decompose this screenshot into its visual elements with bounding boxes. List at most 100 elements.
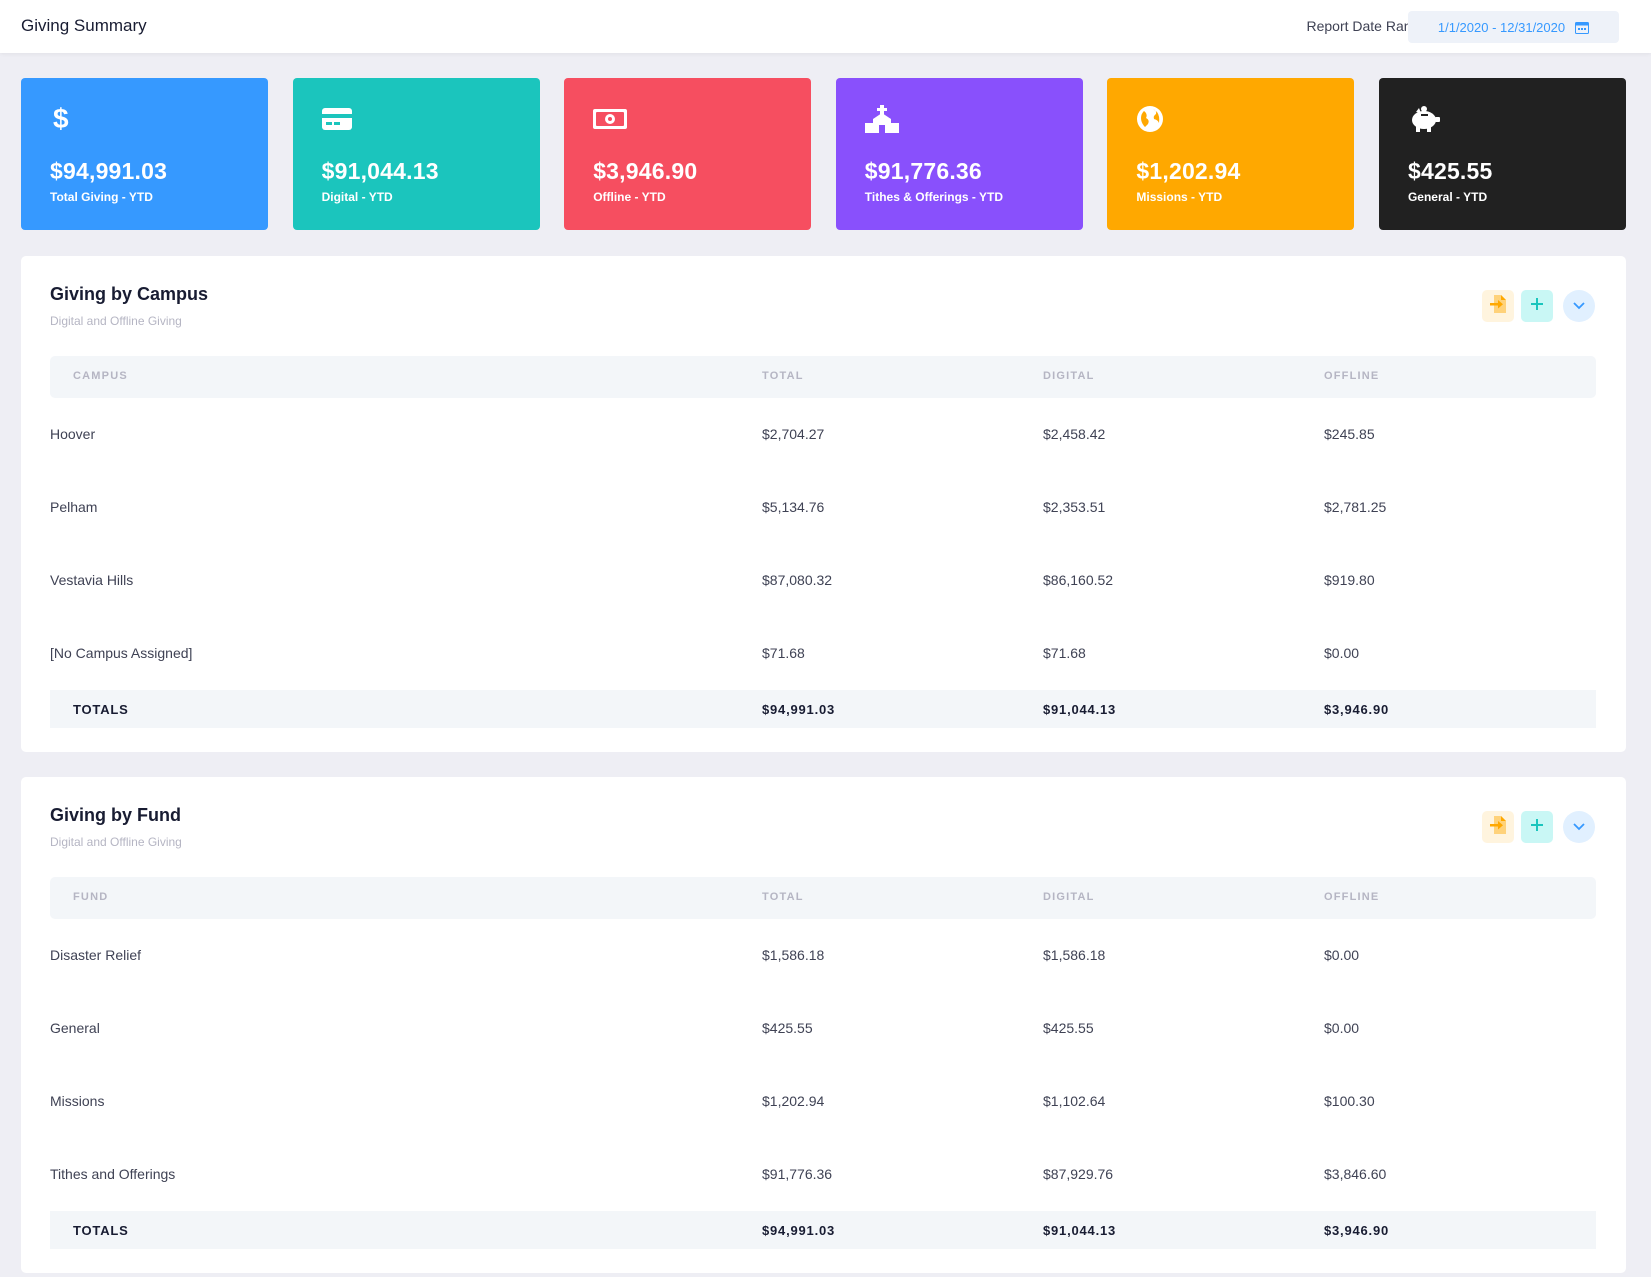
table-row: Hoover $2,704.27 $2,458.42 $245.85 (50, 398, 1596, 471)
table-cell: $87,080.32 (762, 572, 833, 588)
fund-table: FUND TOTAL DIGITAL OFFLINE Disaster Reli… (50, 877, 1596, 1249)
table-cell: Pelham (50, 499, 98, 515)
card-subtitle: Digital and Offline Giving (50, 835, 182, 849)
table-cell: Vestavia Hills (50, 572, 134, 588)
campus-card: Giving by Campus Digital and Offline Giv… (21, 256, 1626, 752)
table-cell: $2,704.27 (762, 426, 825, 442)
stat-value: $3,946.90 (593, 158, 698, 184)
card-actions (1482, 811, 1596, 843)
date-range-picker[interactable]: 1/1/2020 - 12/31/2020 (1408, 11, 1619, 43)
date-range-value: 1/1/2020 - 12/31/2020 (1437, 19, 1566, 35)
table-cell: $2,781.25 (1324, 499, 1387, 515)
top-bar: Giving Summary Report Date Range: 1/1/20… (0, 0, 1651, 53)
column-header[interactable]: OFFLINE (1324, 891, 1380, 903)
column-header[interactable]: CAMPUS (73, 370, 128, 382)
table-cell: $919.80 (1324, 572, 1375, 588)
column-header[interactable]: OFFLINE (1324, 370, 1380, 382)
table-cell: $2,353.51 (1043, 499, 1106, 515)
export-button[interactable] (1482, 290, 1514, 322)
table-cell: $3,846.60 (1324, 1166, 1387, 1182)
stat-value: $91,776.36 (864, 158, 982, 184)
table-cell: $86,160.52 (1043, 572, 1114, 588)
totals-row: TOTALS $94,991.03 $91,044.13 $3,946.90 (50, 690, 1596, 728)
table-row: Disaster Relief $1,586.18 $1,586.18 $0.0… (50, 919, 1596, 992)
globe-icon (1136, 104, 1170, 134)
totals-cell: $94,991.03 (762, 702, 836, 717)
table-cell: Hoover (50, 426, 96, 442)
export-button[interactable] (1482, 811, 1514, 843)
table-cell: $71.68 (762, 645, 805, 661)
table-row: Missions $1,202.94 $1,102.64 $100.30 (50, 1065, 1596, 1138)
stat-label: Missions - YTD (1136, 190, 1223, 204)
table-row: [No Campus Assigned] $71.68 $71.68 $0.00 (50, 617, 1596, 690)
export-icon (1490, 294, 1506, 318)
totals-cell: $3,946.90 (1324, 702, 1390, 717)
dollar-icon: $ (50, 104, 84, 134)
stat-label: General - YTD (1407, 190, 1488, 204)
stat-offline: $3,946.90 Offline - YTD (564, 78, 812, 230)
stat-missions: $1,202.94 Missions - YTD (1107, 78, 1355, 230)
table-cell: General (50, 1020, 100, 1036)
table-cell: $100.30 (1324, 1093, 1375, 1109)
stat-tiles: $ $94,991.03 Total Giving - YTD $91,044.… (21, 78, 1626, 230)
totals-row: TOTALS $94,991.03 $91,044.13 $3,946.90 (50, 1211, 1596, 1249)
stat-value: $91,044.13 (321, 158, 439, 184)
calendar-icon (1575, 21, 1590, 34)
totals-label: TOTALS (73, 702, 129, 717)
table-cell: $2,458.42 (1043, 426, 1106, 442)
column-header[interactable]: DIGITAL (1043, 370, 1095, 382)
column-header[interactable]: DIGITAL (1043, 891, 1095, 903)
table-cell: $1,586.18 (762, 947, 825, 963)
table-cell: Missions (50, 1093, 105, 1109)
stat-total-giving: $ $94,991.03 Total Giving - YTD (21, 78, 268, 230)
church-icon (864, 104, 899, 134)
plus-icon (1531, 297, 1543, 315)
credit-card-icon (321, 104, 356, 134)
piggy-bank-icon (1408, 104, 1442, 134)
table-cell: $0.00 (1324, 947, 1360, 963)
export-icon (1490, 815, 1506, 839)
table-cell: $0.00 (1324, 645, 1360, 661)
card-title: Giving by Fund (50, 805, 181, 825)
plus-icon (1531, 818, 1543, 836)
collapse-button[interactable] (1563, 811, 1595, 843)
table-cell: [No Campus Assigned] (50, 645, 193, 661)
table-cell: $425.55 (762, 1020, 813, 1036)
fund-card: Giving by Fund Digital and Offline Givin… (21, 777, 1626, 1273)
stat-label: Offline - YTD (593, 190, 666, 204)
table-cell: $5,134.76 (762, 499, 825, 515)
table-cell: $0.00 (1324, 1020, 1360, 1036)
chevron-down-icon (1573, 297, 1585, 315)
add-button[interactable] (1521, 811, 1553, 843)
add-button[interactable] (1521, 290, 1553, 322)
table-cell: $245.85 (1324, 426, 1375, 442)
card-title: Giving by Campus (50, 284, 209, 304)
stat-value: $1,202.94 (1136, 158, 1241, 184)
table-cell: $1,102.64 (1043, 1093, 1106, 1109)
table-row: Tithes and Offerings $91,776.36 $87,929.… (50, 1138, 1596, 1211)
table-cell: $1,202.94 (762, 1093, 825, 1109)
card-subtitle: Digital and Offline Giving (50, 314, 182, 328)
money-bill-icon (593, 104, 628, 134)
table-cell: $425.55 (1043, 1020, 1094, 1036)
collapse-button[interactable] (1563, 290, 1595, 322)
stat-general: $425.55 General - YTD (1378, 78, 1626, 230)
stat-label: Total Giving - YTD (50, 190, 153, 204)
table-cell: Tithes and Offerings (50, 1166, 176, 1182)
svg-text:$: $ (53, 104, 69, 134)
stat-label: Tithes & Offerings - YTD (864, 190, 1004, 204)
table-cell: $71.68 (1043, 645, 1086, 661)
date-range-label: Report Date Range: (1306, 18, 1431, 34)
column-header[interactable]: FUND (73, 891, 109, 903)
totals-cell: $91,044.13 (1043, 702, 1117, 717)
table-cell: $1,586.18 (1043, 947, 1106, 963)
table-row: Vestavia Hills $87,080.32 $86,160.52 $91… (50, 544, 1596, 617)
stat-value: $425.55 (1407, 158, 1493, 184)
card-actions (1482, 290, 1596, 322)
stat-tithes: $91,776.36 Tithes & Offerings - YTD (835, 78, 1083, 230)
stat-value: $94,991.03 (50, 158, 168, 184)
totals-cell: $91,044.13 (1043, 1223, 1117, 1238)
column-header[interactable]: TOTAL (762, 370, 804, 382)
table-cell: $91,776.36 (762, 1166, 833, 1182)
column-header[interactable]: TOTAL (762, 891, 804, 903)
